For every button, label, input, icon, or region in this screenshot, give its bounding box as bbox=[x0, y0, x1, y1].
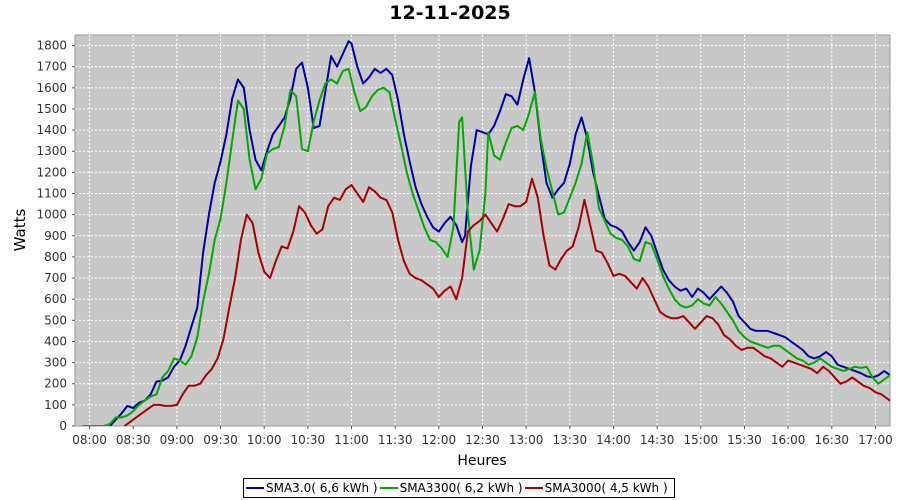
y-tick-label: 700 bbox=[44, 271, 67, 285]
y-tick-label: 1600 bbox=[36, 81, 67, 95]
y-tick-label: 1300 bbox=[36, 144, 67, 158]
y-tick-label: 300 bbox=[44, 356, 67, 370]
x-tick-label: 12:00 bbox=[422, 433, 457, 447]
legend-label: SMA3300( 6,2 kWh ) bbox=[399, 481, 523, 495]
x-tick-label: 08:30 bbox=[116, 433, 151, 447]
legend-swatch bbox=[524, 487, 543, 489]
x-tick-label: 09:30 bbox=[203, 433, 238, 447]
x-tick-label: 11:30 bbox=[378, 433, 413, 447]
x-tick-label: 08:00 bbox=[72, 433, 107, 447]
y-tick-label: 1400 bbox=[36, 123, 67, 137]
legend-item-2: SMA3300( 6,2 kWh ) bbox=[379, 481, 523, 495]
x-tick-label: 16:30 bbox=[814, 433, 849, 447]
x-tick-label: 14:00 bbox=[596, 433, 631, 447]
y-tick-label: 500 bbox=[44, 313, 67, 327]
x-tick-label: 17:00 bbox=[858, 433, 893, 447]
x-tick-label: 11:00 bbox=[334, 433, 369, 447]
legend-label: SMA3000( 4,5 kWh ) bbox=[544, 481, 668, 495]
x-axis: 08:00 08:30 09:00 09:30 10:00 10:30 11:00 11:30… bbox=[72, 426, 893, 447]
series-line-3 bbox=[123, 177, 890, 426]
x-tick-label: 09:00 bbox=[160, 433, 195, 447]
series-line-2 bbox=[82, 67, 890, 426]
series-lines bbox=[82, 40, 890, 426]
legend: SMA3.0( 6,6 kWh ) SMA3300( 6,2 kWh ) SMA30… bbox=[243, 478, 675, 498]
y-tick-label: 1200 bbox=[36, 165, 67, 179]
y-tick-label: 800 bbox=[44, 250, 67, 264]
legend-item-3: SMA3000( 4,5 kWh ) bbox=[524, 481, 668, 495]
y-axis-label: Watts bbox=[11, 209, 29, 252]
y-tick-label: 600 bbox=[44, 292, 67, 306]
legend-label: SMA3.0( 6,6 kWh ) bbox=[266, 481, 378, 495]
y-tick-label: 900 bbox=[44, 229, 67, 243]
y-tick-label: 1000 bbox=[36, 208, 67, 222]
x-tick-label: 16:00 bbox=[771, 433, 806, 447]
y-tick-label: 1800 bbox=[36, 39, 67, 53]
x-tick-label: 12:30 bbox=[465, 433, 500, 447]
x-tick-label: 10:00 bbox=[247, 433, 282, 447]
y-tick-label: 400 bbox=[44, 334, 67, 348]
x-tick-label: 13:30 bbox=[553, 433, 588, 447]
legend-swatch bbox=[379, 487, 398, 489]
y-tick-label: 0 bbox=[59, 419, 67, 433]
y-axis: 0 100 200 300 400 500 600 700 800 900 1000 1100 1200… bbox=[36, 39, 75, 433]
series-line-1 bbox=[109, 40, 890, 426]
x-tick-label: 15:00 bbox=[684, 433, 719, 447]
y-tick-label: 1500 bbox=[36, 102, 67, 116]
x-tick-label: 13:00 bbox=[509, 433, 544, 447]
x-tick-label: 14:30 bbox=[640, 433, 675, 447]
y-tick-label: 200 bbox=[44, 377, 67, 391]
y-tick-label: 1700 bbox=[36, 60, 67, 74]
legend-swatch bbox=[246, 487, 264, 489]
legend-item-1: SMA3.0( 6,6 kWh ) bbox=[246, 481, 378, 495]
x-tick-label: 15:30 bbox=[727, 433, 762, 447]
y-tick-label: 100 bbox=[44, 398, 67, 412]
x-tick-label: 10:30 bbox=[291, 433, 326, 447]
x-axis-label: Heures bbox=[457, 453, 506, 469]
y-tick-label: 1100 bbox=[36, 187, 67, 201]
grid-lines bbox=[75, 35, 890, 426]
chart-title: 12-11-2025 bbox=[389, 2, 511, 24]
